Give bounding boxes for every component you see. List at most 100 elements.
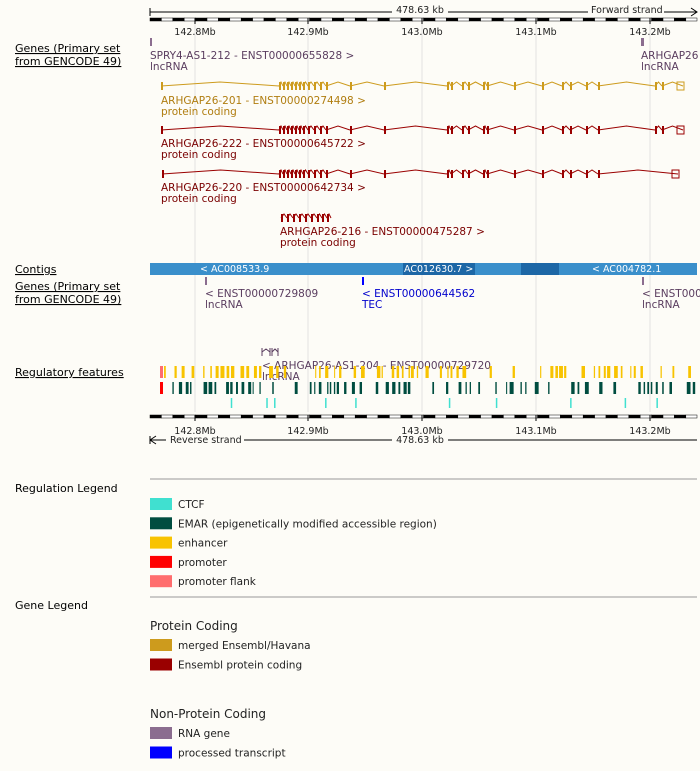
regulatory-feature[interactable]: [598, 366, 601, 378]
regulatory-feature[interactable]: [236, 382, 238, 394]
regulatory-feature[interactable]: [375, 382, 379, 394]
contig[interactable]: [521, 263, 559, 275]
gene[interactable]: [642, 277, 644, 285]
regulatory-feature[interactable]: [334, 366, 336, 378]
regulatory-feature[interactable]: [647, 382, 650, 394]
regulatory-feature[interactable]: [231, 366, 235, 378]
regulatory-feature[interactable]: [624, 398, 627, 408]
gene-label[interactable]: ARHGAP26-216 - ENST00000475287 >: [280, 226, 485, 238]
regulatory-feature[interactable]: [241, 382, 245, 394]
regulatory-feature[interactable]: [266, 398, 268, 408]
regulatory-feature[interactable]: [638, 382, 641, 394]
regulatory-feature[interactable]: [240, 366, 245, 378]
regulatory-feature[interactable]: [174, 366, 177, 378]
regulatory-feature[interactable]: [584, 382, 589, 394]
regulatory-feature[interactable]: [344, 382, 347, 394]
gene-label[interactable]: < ENST00000644562: [362, 288, 475, 300]
transcript[interactable]: [161, 168, 680, 179]
regulatory-feature[interactable]: [570, 398, 572, 408]
regulatory-feature[interactable]: [355, 398, 357, 408]
regulatory-feature[interactable]: [520, 382, 522, 394]
regulatory-feature[interactable]: [191, 366, 195, 378]
regulatory-feature[interactable]: [327, 382, 329, 394]
regulatory-feature[interactable]: [190, 382, 192, 394]
regulatory-feature[interactable]: [450, 366, 453, 378]
regulatory-feature[interactable]: [655, 382, 658, 394]
regulatory-feature[interactable]: [692, 382, 696, 394]
regulatory-feature[interactable]: [408, 366, 410, 378]
gene-label[interactable]: < ENST00000729809: [205, 288, 318, 300]
regulatory-feature[interactable]: [603, 366, 606, 378]
regulatory-feature[interactable]: [385, 382, 389, 394]
regulatory-feature[interactable]: [640, 366, 643, 378]
regulatory-feature[interactable]: [506, 382, 508, 394]
regulatory-feature[interactable]: [559, 366, 563, 378]
regulatory-feature[interactable]: [571, 382, 575, 394]
regulatory-feature[interactable]: [230, 382, 233, 394]
gene[interactable]: [641, 38, 644, 46]
regulatory-feature[interactable]: [462, 366, 467, 378]
regulatory-feature[interactable]: [407, 382, 411, 394]
regulatory-feature[interactable]: [607, 366, 611, 378]
gene[interactable]: [362, 277, 364, 285]
regulatory-feature[interactable]: [401, 366, 404, 378]
regulatory-feature[interactable]: [259, 366, 262, 378]
regulatory-feature[interactable]: [318, 382, 322, 394]
regulatory-feature[interactable]: [672, 366, 675, 378]
regulatory-feature[interactable]: [259, 382, 261, 394]
regulatory-feature[interactable]: [613, 382, 617, 394]
regulatory-feature[interactable]: [392, 382, 396, 394]
regulatory-feature[interactable]: [555, 366, 558, 378]
regulatory-feature[interactable]: [446, 382, 449, 394]
regulatory-feature[interactable]: [391, 366, 395, 378]
regulatory-feature[interactable]: [181, 366, 185, 378]
regulatory-feature[interactable]: [203, 366, 205, 378]
regulatory-feature[interactable]: [630, 366, 632, 378]
transcript[interactable]: [160, 124, 685, 135]
regulatory-feature[interactable]: [230, 398, 233, 408]
regulatory-feature[interactable]: [448, 398, 451, 408]
regulatory-feature[interactable]: [643, 382, 646, 394]
regulatory-feature[interactable]: [403, 382, 407, 394]
regulatory-feature[interactable]: [353, 366, 357, 378]
regulatory-feature[interactable]: [469, 382, 471, 394]
regulatory-feature[interactable]: [650, 382, 653, 394]
regulatory-feature[interactable]: [215, 366, 219, 378]
regulatory-feature[interactable]: [548, 382, 550, 394]
regulatory-feature[interactable]: [660, 366, 662, 378]
regulatory-feature[interactable]: [160, 382, 163, 394]
regulatory-feature[interactable]: [185, 382, 189, 394]
gene-label[interactable]: ARHGAP26: [641, 50, 699, 62]
regulatory-feature[interactable]: [662, 382, 664, 394]
regulatory-feature[interactable]: [160, 366, 163, 378]
regulatory-feature[interactable]: [599, 382, 603, 394]
regulatory-feature[interactable]: [550, 366, 554, 378]
regulatory-feature[interactable]: [329, 382, 332, 394]
regulatory-feature[interactable]: [458, 382, 462, 394]
regulatory-feature[interactable]: [276, 366, 279, 378]
regulatory-feature[interactable]: [447, 366, 449, 378]
regulatory-feature[interactable]: [253, 366, 257, 378]
regulatory-feature[interactable]: [577, 382, 580, 394]
regulatory-feature[interactable]: [456, 366, 459, 378]
regulatory-feature[interactable]: [534, 382, 539, 394]
regulatory-feature[interactable]: [208, 382, 213, 394]
regulatory-feature[interactable]: [489, 366, 492, 378]
gene[interactable]: [261, 348, 279, 356]
regulatory-feature[interactable]: [359, 382, 363, 394]
regulatory-feature[interactable]: [381, 366, 383, 378]
regulatory-feature[interactable]: [339, 366, 342, 378]
regulatory-feature[interactable]: [294, 382, 298, 394]
contig[interactable]: [403, 263, 475, 275]
regulatory-feature[interactable]: [269, 366, 273, 378]
regulatory-feature[interactable]: [220, 366, 225, 378]
regulatory-feature[interactable]: [614, 366, 618, 378]
gene-label[interactable]: < ENST0000: [642, 288, 700, 300]
regulatory-feature[interactable]: [581, 366, 585, 378]
regulatory-feature[interactable]: [398, 382, 401, 394]
regulatory-feature[interactable]: [376, 366, 381, 378]
regulatory-feature[interactable]: [172, 382, 174, 394]
regulatory-feature[interactable]: [495, 398, 498, 408]
regulatory-feature[interactable]: [315, 366, 317, 378]
regulatory-feature[interactable]: [274, 398, 276, 408]
